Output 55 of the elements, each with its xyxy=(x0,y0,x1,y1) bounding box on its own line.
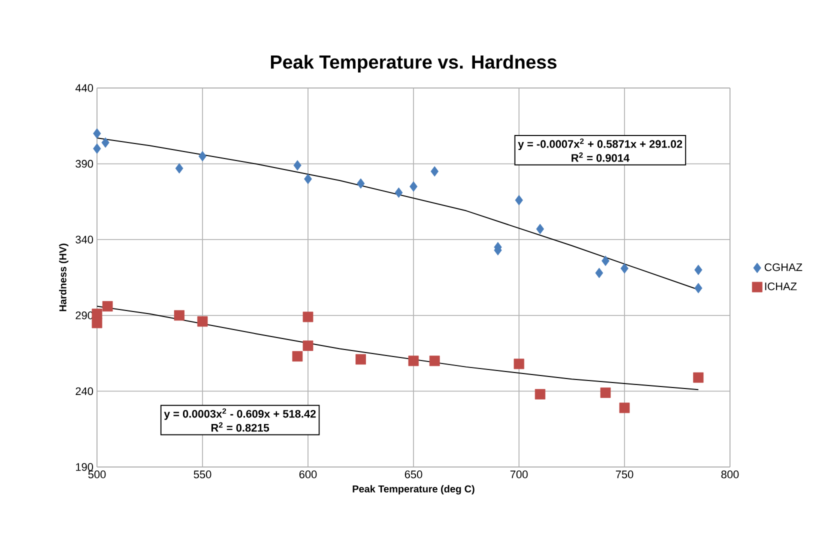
point xyxy=(175,163,184,174)
y-tick-label: 440 xyxy=(75,84,94,92)
point xyxy=(394,187,403,198)
point xyxy=(693,372,704,383)
annotation: y = -0.0007x$^{2}$ + 0.5871x + 291.02 xyxy=(518,138,682,150)
x-tick-label: 750 xyxy=(616,470,634,478)
point xyxy=(92,318,102,328)
x-tick-label: 550 xyxy=(194,470,212,478)
point xyxy=(620,263,628,274)
point xyxy=(619,402,630,414)
x-tick-label: 700 xyxy=(510,470,528,478)
point xyxy=(302,312,314,322)
x-axis-title: Peak Temperature (deg C) xyxy=(352,485,474,494)
point xyxy=(292,351,303,362)
point xyxy=(294,160,302,171)
point xyxy=(302,340,314,351)
point xyxy=(429,356,440,366)
x-tick-label: 500 xyxy=(88,470,106,478)
point xyxy=(93,128,101,139)
point xyxy=(93,143,101,154)
point xyxy=(600,388,611,398)
point xyxy=(536,224,544,234)
point xyxy=(595,268,604,278)
x-tick-label: 650 xyxy=(404,470,422,478)
legend-label: CGHAZ xyxy=(764,263,802,272)
point xyxy=(101,137,110,148)
annotation: R$^{2}$ = 0.8215 xyxy=(211,422,270,432)
annotation: R$^{2}$ = 0.9014 xyxy=(572,152,630,162)
point xyxy=(430,166,439,177)
point xyxy=(694,264,702,276)
point xyxy=(174,310,184,321)
point xyxy=(356,354,366,365)
point xyxy=(514,358,524,370)
y-axis-title: Hardness (HV) xyxy=(59,244,68,312)
x-tick-label: 600 xyxy=(299,470,317,478)
annotation: y = 0.0003x$^{2}$ - 0.609x + 518.42 xyxy=(164,408,316,420)
legend-label: ICHAZ xyxy=(765,282,797,290)
y-tick-label: 190 xyxy=(76,463,94,471)
point xyxy=(694,282,702,294)
point xyxy=(408,356,419,366)
y-tick-label: 340 xyxy=(76,236,94,244)
point xyxy=(197,316,208,327)
point xyxy=(102,301,113,312)
point xyxy=(602,256,610,266)
point xyxy=(356,178,365,189)
point xyxy=(534,389,546,400)
line-series xyxy=(97,306,699,390)
point xyxy=(198,151,206,162)
y-tick-label: 390 xyxy=(76,160,94,168)
y-tick-label: 240 xyxy=(76,387,94,396)
x-tick-label: 800 xyxy=(721,470,739,478)
point xyxy=(410,181,418,192)
point xyxy=(515,194,523,206)
point xyxy=(304,174,312,184)
chart-title: Peak Temperature vs. Hardness xyxy=(270,54,556,72)
